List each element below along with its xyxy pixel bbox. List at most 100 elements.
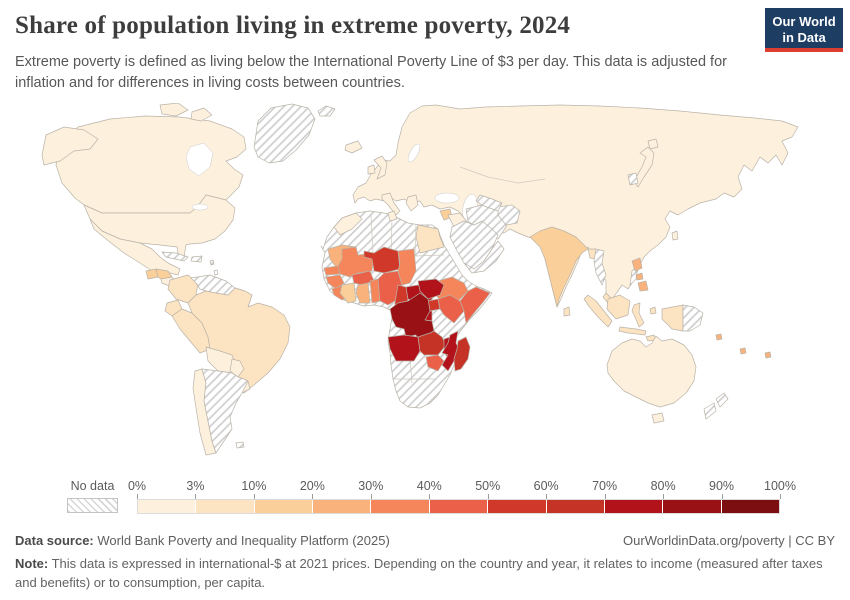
country-iceland[interactable] <box>344 140 363 154</box>
hudson-bay <box>185 142 214 177</box>
country-cote-divoire[interactable] <box>339 282 357 304</box>
country-kenya[interactable] <box>437 294 465 324</box>
legend-tick-label: 30% <box>358 479 384 493</box>
legend-tick-mark <box>195 494 197 499</box>
legend-bin-60-70%[interactable] <box>546 500 605 513</box>
legend-bin-10-20%[interactable] <box>254 500 314 513</box>
legend-no-data[interactable]: No data <box>67 479 118 513</box>
legend-tick-label: 70% <box>592 479 618 493</box>
country-argentina[interactable] <box>201 368 249 454</box>
country-ireland[interactable] <box>367 164 376 175</box>
country-venezuela[interactable] <box>190 274 236 296</box>
country-new-zealand[interactable] <box>703 402 717 420</box>
country-morocco[interactable] <box>333 212 363 236</box>
country-papua-new-guinea[interactable] <box>682 304 704 332</box>
data-source-line: Data source: World Bank Poverty and Ineq… <box>15 532 390 551</box>
country-indonesia-sumatra[interactable] <box>583 294 613 328</box>
credit-line[interactable]: OurWorldinData.org/poverty | CC BY <box>623 532 835 551</box>
country-sri-lanka[interactable] <box>563 306 571 317</box>
country-tasmania[interactable] <box>651 412 665 424</box>
country-lesser-antilles[interactable] <box>213 269 219 276</box>
legend-tick-mark <box>137 494 138 499</box>
legend-tick-label: 20% <box>299 479 325 493</box>
country-brazil[interactable] <box>187 287 291 394</box>
country-yemen-oman[interactable] <box>463 240 505 274</box>
legend-bin-70-80%[interactable] <box>604 500 664 513</box>
legend-tick-label: 100% <box>764 479 796 493</box>
legend-tick-label: 60% <box>533 479 559 493</box>
data-source-text: World Bank Poverty and Inequality Platfo… <box>93 533 390 548</box>
logo-line1: Our World <box>772 13 836 29</box>
country-falkland-islands[interactable] <box>235 441 245 449</box>
country-togo-benin[interactable] <box>369 278 381 304</box>
country-lesser-antilles[interactable] <box>209 259 215 266</box>
country-greece[interactable] <box>405 194 419 212</box>
country-united-kingdom[interactable] <box>373 155 388 180</box>
country-japan[interactable] <box>647 138 659 150</box>
country-united-states-alaska[interactable] <box>41 126 99 166</box>
country-indonesia-sulawesi[interactable] <box>631 302 645 328</box>
country-myanmar[interactable] <box>593 248 607 286</box>
country-niger[interactable] <box>363 246 401 274</box>
country-chad[interactable] <box>397 248 417 286</box>
country-mozambique[interactable] <box>441 330 461 372</box>
country-pacific-islands[interactable] <box>739 347 747 355</box>
legend-bin-20-30%[interactable] <box>313 500 372 513</box>
logo-line2: in Data <box>782 30 826 45</box>
legend-no-data-swatch[interactable] <box>67 498 118 513</box>
country-philippines[interactable] <box>631 257 643 272</box>
country-pacific-islands[interactable] <box>764 351 772 359</box>
country-somalia[interactable] <box>459 286 491 324</box>
country-hispaniola[interactable] <box>190 255 203 263</box>
country-philippines[interactable] <box>637 280 649 292</box>
legend-bin-0-3%[interactable] <box>138 500 197 513</box>
country-zimbabwe[interactable] <box>425 354 445 372</box>
country-turkmenistan[interactable] <box>475 194 503 212</box>
legend-tick-mark <box>663 494 665 499</box>
legend-tick-mark <box>546 494 548 499</box>
country-new-zealand[interactable] <box>715 392 729 408</box>
great-lakes <box>191 203 209 211</box>
country-south-sudan[interactable] <box>417 278 445 300</box>
country-madagascar[interactable] <box>453 336 471 372</box>
country-indonesia-papua[interactable] <box>661 304 684 332</box>
country-angola[interactable] <box>387 334 421 362</box>
country-india[interactable] <box>529 226 589 308</box>
country-indonesia-borneo[interactable] <box>606 294 631 320</box>
legend-tick-mark <box>370 494 372 499</box>
note-text: This data is expressed in international-… <box>15 555 823 590</box>
country-afghanistan[interactable] <box>497 204 521 226</box>
country-taiwan[interactable] <box>671 230 679 241</box>
country-svalbard[interactable] <box>317 105 336 117</box>
legend-bin-30-40%[interactable] <box>371 500 430 513</box>
credit-url[interactable]: OurWorldinData.org/poverty <box>623 533 785 548</box>
country-ghana[interactable] <box>355 282 371 304</box>
country-cuba[interactable] <box>161 251 189 262</box>
world-map <box>41 103 799 456</box>
legend-tick-label: 80% <box>650 479 676 493</box>
license-label[interactable]: CC BY <box>795 533 835 548</box>
country-tunisia[interactable] <box>387 210 398 222</box>
legend-bin-3-10%[interactable] <box>196 500 255 513</box>
legend-bin-80-90%[interactable] <box>663 500 722 513</box>
country-egypt[interactable] <box>415 224 445 254</box>
legend-bin-90-100%[interactable] <box>721 500 779 513</box>
legend-bin-50-60%[interactable] <box>488 500 547 513</box>
country-canadian-arctic[interactable] <box>190 107 213 122</box>
legend-bin-40-50%[interactable] <box>429 500 489 513</box>
country-indonesia-moluccas[interactable] <box>649 306 657 315</box>
country-australia[interactable] <box>606 335 697 408</box>
owid-logo[interactable]: Our World in Data <box>765 8 843 52</box>
country-pacific-islands[interactable] <box>715 333 723 341</box>
country-senegal[interactable] <box>323 265 341 276</box>
country-philippines[interactable] <box>635 272 644 281</box>
country-paraguay[interactable] <box>229 358 245 378</box>
country-canadian-arctic[interactable] <box>159 103 189 117</box>
country-italy[interactable] <box>381 192 401 216</box>
country-japan[interactable] <box>633 146 655 188</box>
country-greenland[interactable] <box>253 103 316 164</box>
country-north-korea[interactable] <box>627 172 639 186</box>
country-mexico[interactable] <box>89 218 181 280</box>
country-indonesia-java[interactable] <box>618 326 647 336</box>
